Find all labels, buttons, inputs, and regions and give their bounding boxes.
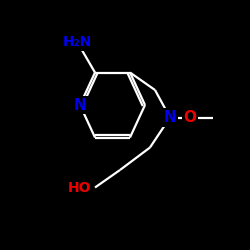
Text: O: O — [184, 110, 196, 125]
Text: H₂N: H₂N — [63, 36, 92, 50]
Text: N: N — [164, 110, 176, 125]
Text: N: N — [74, 98, 86, 112]
Text: HO: HO — [68, 180, 91, 194]
